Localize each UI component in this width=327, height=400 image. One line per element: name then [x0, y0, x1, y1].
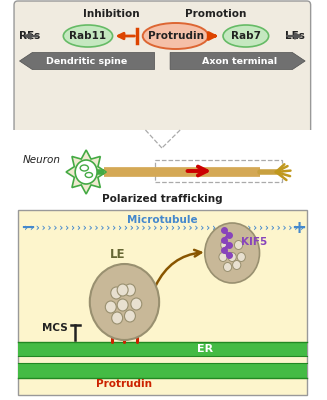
Ellipse shape — [63, 25, 112, 47]
Circle shape — [90, 264, 159, 340]
Text: Neuron: Neuron — [22, 155, 60, 165]
FancyArrow shape — [20, 52, 155, 70]
Circle shape — [237, 252, 245, 262]
Circle shape — [112, 312, 123, 324]
Text: Microtubule: Microtubule — [127, 215, 197, 225]
Text: LEs: LEs — [285, 31, 305, 41]
Text: ››››››››››››››››››››››››››››››››››››››››››››››››: ››››››››››››››››››››››››››››››››››››››››… — [23, 223, 305, 233]
Polygon shape — [66, 150, 106, 194]
Text: Polarized trafficking: Polarized trafficking — [102, 194, 222, 204]
Text: MCS: MCS — [42, 323, 68, 333]
Text: Inhibition: Inhibition — [83, 9, 140, 19]
Text: REs: REs — [19, 31, 40, 41]
Text: Protrudin: Protrudin — [96, 379, 152, 389]
Text: Rab7: Rab7 — [231, 31, 261, 41]
Circle shape — [223, 262, 232, 272]
Text: ER: ER — [197, 344, 213, 354]
Circle shape — [105, 301, 116, 313]
Circle shape — [111, 287, 122, 299]
Circle shape — [219, 252, 227, 262]
Circle shape — [125, 310, 135, 322]
Circle shape — [117, 299, 128, 311]
Text: LE: LE — [110, 248, 125, 261]
Ellipse shape — [143, 23, 208, 49]
Circle shape — [232, 260, 241, 270]
Text: Dendritic spine: Dendritic spine — [45, 56, 127, 66]
Circle shape — [75, 160, 97, 184]
Text: +: + — [291, 219, 306, 237]
Circle shape — [125, 284, 135, 296]
Ellipse shape — [223, 25, 269, 47]
Text: −: − — [20, 219, 35, 237]
FancyArrow shape — [170, 52, 305, 70]
FancyBboxPatch shape — [18, 363, 307, 378]
Circle shape — [234, 240, 243, 250]
Circle shape — [131, 298, 142, 310]
Text: KIF5: KIF5 — [241, 237, 267, 247]
FancyBboxPatch shape — [18, 210, 307, 395]
Circle shape — [117, 284, 128, 296]
FancyBboxPatch shape — [18, 342, 307, 356]
Circle shape — [205, 223, 260, 283]
Text: Protrudin: Protrudin — [147, 31, 204, 41]
Circle shape — [221, 240, 229, 250]
FancyBboxPatch shape — [14, 1, 311, 134]
FancyBboxPatch shape — [13, 130, 312, 210]
Text: Promotion: Promotion — [185, 9, 247, 19]
Circle shape — [228, 252, 236, 262]
Text: Rab11: Rab11 — [69, 31, 107, 41]
Text: Axon terminal: Axon terminal — [202, 56, 277, 66]
